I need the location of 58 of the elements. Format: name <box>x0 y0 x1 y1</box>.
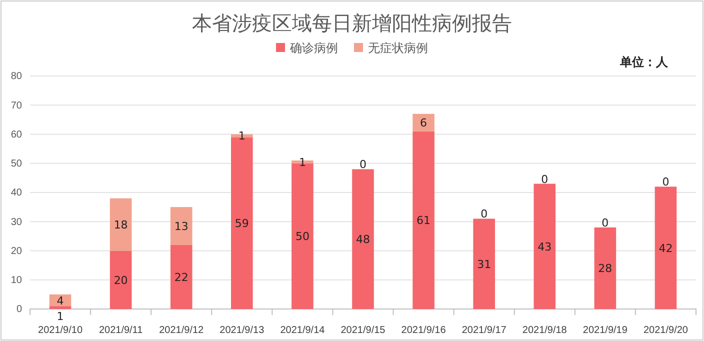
x-tick-label: 2021/9/19 <box>582 325 628 336</box>
y-tick-label: 50 <box>10 158 22 170</box>
y-tick-label: 0 <box>16 304 22 316</box>
data-label: 0 <box>360 158 366 172</box>
x-tick-label: 2021/9/16 <box>401 325 446 336</box>
y-tick-label: 30 <box>10 216 22 228</box>
bar <box>110 250 132 309</box>
data-label: 1 <box>56 310 64 323</box>
data-label: 43 <box>538 240 552 254</box>
data-label: 1 <box>238 130 246 143</box>
data-label: 0 <box>480 208 488 221</box>
bar <box>170 207 192 245</box>
text: 单位：人 <box>619 55 669 69</box>
bar <box>49 306 72 309</box>
data-label: 28 <box>598 262 612 276</box>
data-label: 0 <box>602 216 609 230</box>
data-label: 50 <box>295 230 310 244</box>
y-tick-label: 60 <box>10 129 22 140</box>
data-label: 61 <box>416 214 431 228</box>
x-tick-label: 2021/9/14 <box>280 325 326 336</box>
x-tick-label: 2021/9/17 <box>462 325 507 336</box>
x-tick-label: 2021/9/18 <box>522 325 568 336</box>
data-label: 18 <box>114 218 128 232</box>
data-label: 0 <box>541 172 548 186</box>
data-label: 22 <box>174 270 188 284</box>
data-label: 20 <box>114 274 128 287</box>
y-tick-label: 10 <box>10 275 22 286</box>
bar <box>170 244 192 309</box>
x-tick-label: 2021/9/20 <box>643 325 688 336</box>
x-tick-label: 2021/9/10 <box>38 325 83 336</box>
data-label: 42 <box>658 242 673 255</box>
x-tick-label: 2021/9/13 <box>220 325 265 336</box>
bar <box>473 218 495 309</box>
y-tick-label: 70 <box>10 100 22 112</box>
data-label: 13 <box>174 220 188 233</box>
bar <box>654 186 677 309</box>
data-label: 0 <box>662 176 670 189</box>
data-label: 1 <box>298 156 306 169</box>
x-tick-label: 2021/9/12 <box>159 325 204 336</box>
bar <box>110 198 132 251</box>
legend-label: 确诊病例 <box>289 41 338 55</box>
x-tick-label: 2021/9/11 <box>98 325 144 336</box>
bar <box>412 131 434 309</box>
data-label: 6 <box>420 116 428 130</box>
x-tick-label: 2021/9/15 <box>340 325 386 336</box>
data-label: 59 <box>234 217 249 230</box>
data-label: 48 <box>356 233 370 246</box>
bar <box>412 114 434 132</box>
bar <box>352 169 374 309</box>
y-tick-label: 80 <box>10 71 22 82</box>
data-label: 31 <box>477 258 492 271</box>
y-tick-label: 40 <box>10 188 22 199</box>
bar <box>534 184 556 309</box>
bar <box>594 227 616 309</box>
chart-title: 本省涉疫区域每日新增阳性病例报告 <box>192 11 512 35</box>
y-tick-label: 20 <box>10 246 22 257</box>
data-label: 4 <box>56 294 64 308</box>
legend-label: 无症状病例 <box>368 41 428 55</box>
